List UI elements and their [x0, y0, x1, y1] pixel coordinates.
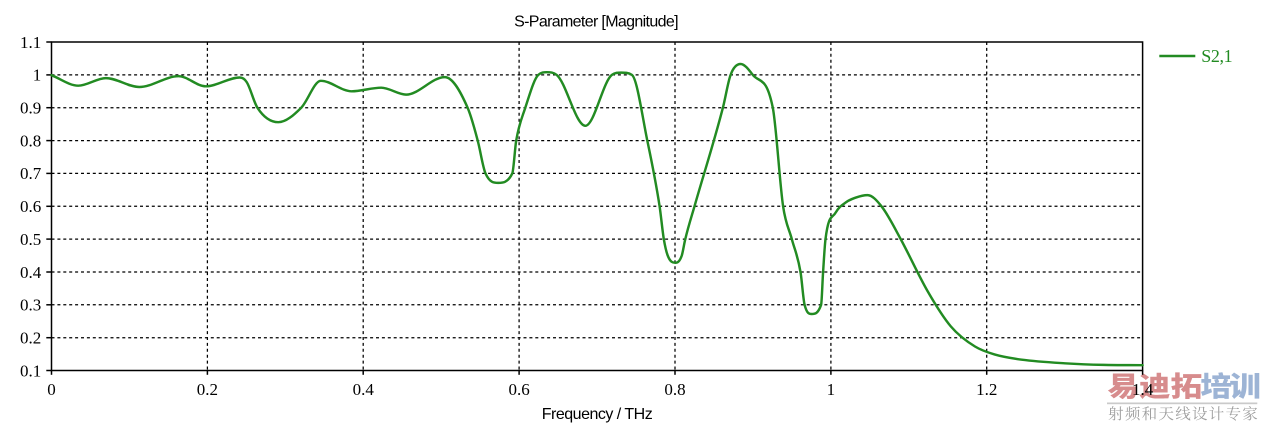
svg-text:0.6: 0.6	[508, 380, 529, 399]
svg-text:0.4: 0.4	[353, 380, 375, 399]
svg-text:0.8: 0.8	[20, 131, 41, 150]
svg-text:0.8: 0.8	[664, 380, 685, 399]
svg-text:0.2: 0.2	[197, 380, 218, 399]
svg-text:0: 0	[47, 380, 56, 399]
svg-text:0.3: 0.3	[20, 296, 41, 315]
svg-text:1: 1	[827, 380, 836, 399]
svg-text:0.1: 0.1	[20, 361, 41, 380]
svg-text:1: 1	[33, 66, 42, 85]
svg-text:S2,1: S2,1	[1201, 46, 1232, 66]
svg-text:1.4: 1.4	[1132, 380, 1154, 399]
svg-text:0.6: 0.6	[20, 197, 41, 216]
svg-text:0.5: 0.5	[20, 230, 41, 249]
svg-text:1.2: 1.2	[976, 380, 997, 399]
svg-text:1.1: 1.1	[20, 33, 41, 52]
svg-text:S-Parameter [Magnitude]: S-Parameter [Magnitude]	[514, 13, 678, 30]
svg-text:Frequency / THz: Frequency / THz	[542, 406, 653, 423]
svg-text:0.9: 0.9	[20, 99, 41, 118]
svg-text:0.4: 0.4	[20, 263, 42, 282]
svg-text:0.7: 0.7	[20, 164, 42, 183]
svg-text:0.2: 0.2	[20, 329, 41, 348]
